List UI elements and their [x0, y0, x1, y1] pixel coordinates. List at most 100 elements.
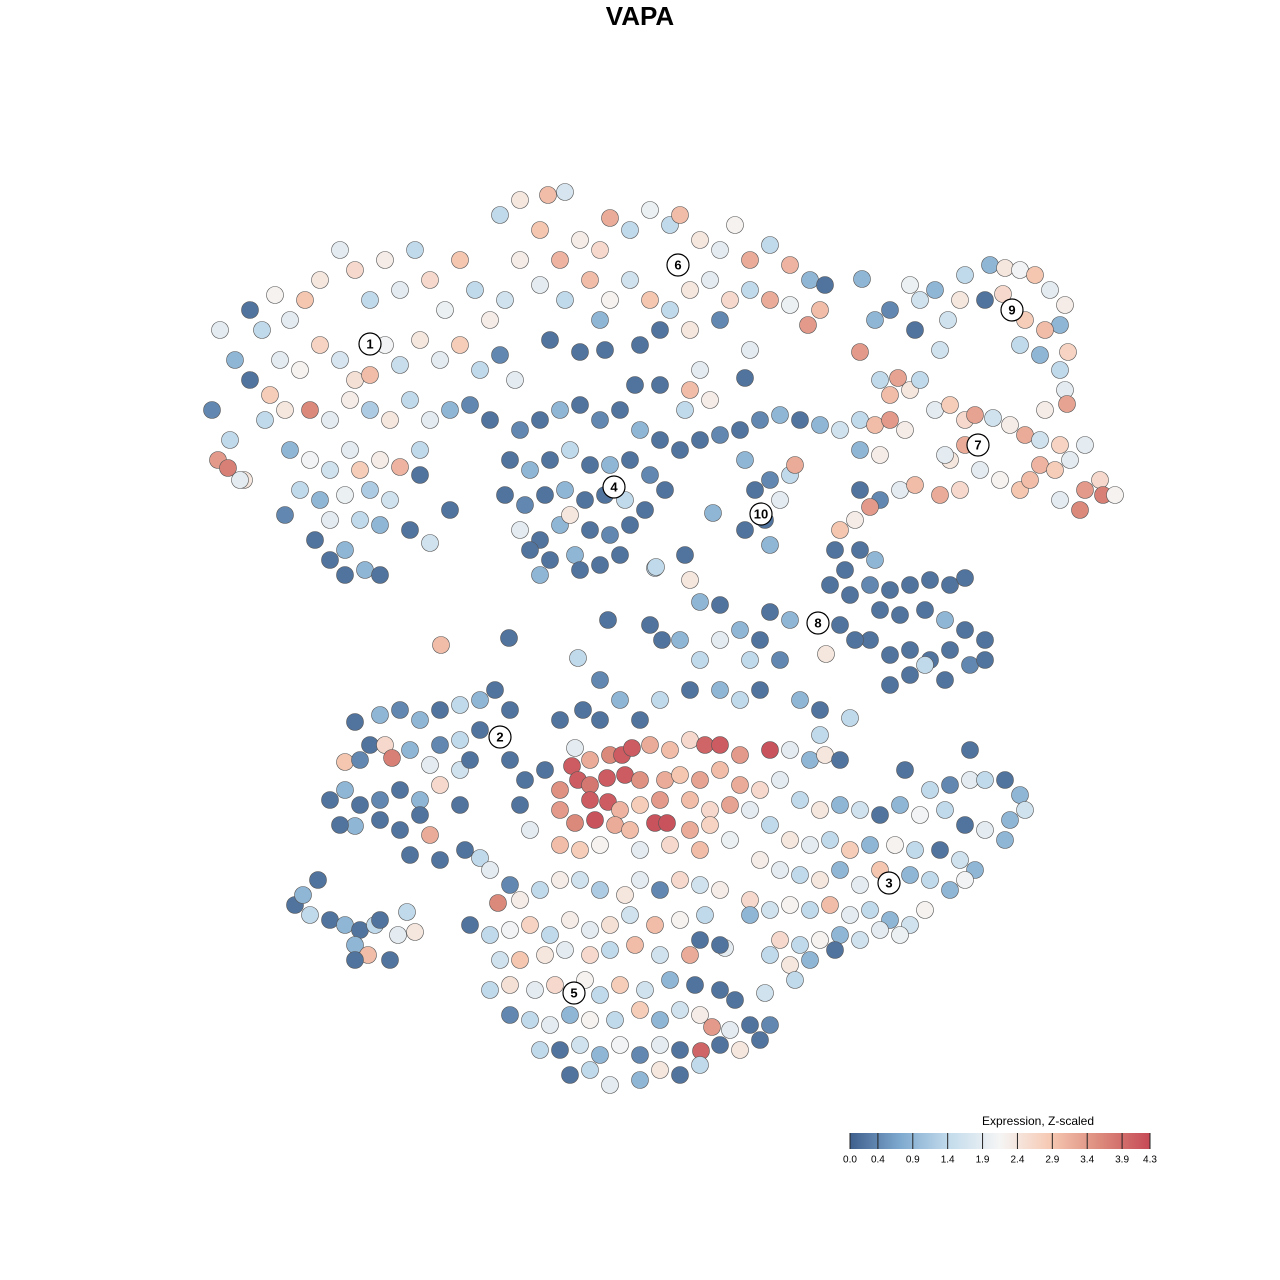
point	[336, 541, 354, 559]
point	[556, 291, 574, 309]
point	[411, 806, 429, 824]
point	[1016, 801, 1034, 819]
point	[521, 541, 539, 559]
point	[861, 631, 879, 649]
point	[761, 1016, 779, 1034]
point	[851, 411, 869, 429]
point	[681, 281, 699, 299]
point	[351, 461, 369, 479]
point	[891, 796, 909, 814]
point	[501, 751, 519, 769]
point	[671, 631, 689, 649]
colorbar-tick-label: 1.9	[976, 1155, 990, 1166]
point	[631, 711, 649, 729]
point	[921, 871, 939, 889]
point	[641, 291, 659, 309]
point	[241, 301, 259, 319]
point	[496, 291, 514, 309]
point	[591, 241, 609, 259]
point	[916, 901, 934, 919]
point	[203, 401, 221, 419]
point	[846, 511, 864, 529]
point	[651, 321, 669, 339]
colorbar-tick-label: 2.4	[1010, 1155, 1024, 1166]
point	[731, 746, 749, 764]
point	[741, 341, 759, 359]
point	[681, 321, 699, 339]
point	[736, 521, 754, 539]
colorbar-tick-label: 1.4	[941, 1155, 955, 1166]
point	[226, 351, 244, 369]
point	[831, 521, 849, 539]
point	[951, 291, 969, 309]
point	[501, 976, 519, 994]
point	[521, 821, 539, 839]
point	[726, 991, 744, 1009]
point	[511, 951, 529, 969]
point	[921, 781, 939, 799]
point	[741, 906, 759, 924]
point	[296, 291, 314, 309]
point	[291, 481, 309, 499]
point	[616, 886, 634, 904]
point	[751, 681, 769, 699]
point	[636, 501, 654, 519]
point	[671, 911, 689, 929]
point	[801, 271, 819, 289]
point	[741, 1016, 759, 1034]
point	[331, 241, 349, 259]
point	[871, 371, 889, 389]
point	[936, 446, 954, 464]
point	[421, 826, 439, 844]
point	[871, 446, 889, 464]
point	[731, 621, 749, 639]
point	[811, 871, 829, 889]
point	[291, 361, 309, 379]
point	[681, 681, 699, 699]
point	[471, 361, 489, 379]
point	[891, 606, 909, 624]
point	[511, 421, 529, 439]
point	[601, 526, 619, 544]
point	[871, 806, 889, 824]
point	[811, 301, 829, 319]
point	[658, 814, 676, 832]
point	[1026, 266, 1044, 284]
point	[351, 796, 369, 814]
point	[356, 561, 374, 579]
point	[571, 231, 589, 249]
point	[726, 216, 744, 234]
point	[851, 481, 869, 499]
point	[821, 576, 839, 594]
point	[566, 814, 584, 832]
point	[631, 871, 649, 889]
point	[381, 491, 399, 509]
point	[591, 556, 609, 574]
point	[336, 753, 354, 771]
point	[841, 906, 859, 924]
point	[831, 751, 849, 769]
point	[651, 1036, 669, 1054]
point	[621, 221, 639, 239]
point	[466, 281, 484, 299]
point	[631, 796, 649, 814]
point	[306, 531, 324, 549]
point	[253, 321, 271, 339]
point	[566, 546, 584, 564]
point	[701, 801, 719, 819]
point	[841, 586, 859, 604]
point	[221, 431, 239, 449]
point	[881, 581, 899, 599]
point	[506, 371, 524, 389]
point	[941, 881, 959, 899]
point	[631, 1001, 649, 1019]
point	[294, 886, 312, 904]
point	[406, 241, 424, 259]
point	[241, 371, 259, 389]
point	[309, 871, 327, 889]
point	[771, 491, 789, 509]
point	[501, 876, 519, 894]
point	[901, 276, 919, 294]
point	[881, 646, 899, 664]
point	[571, 1036, 589, 1054]
